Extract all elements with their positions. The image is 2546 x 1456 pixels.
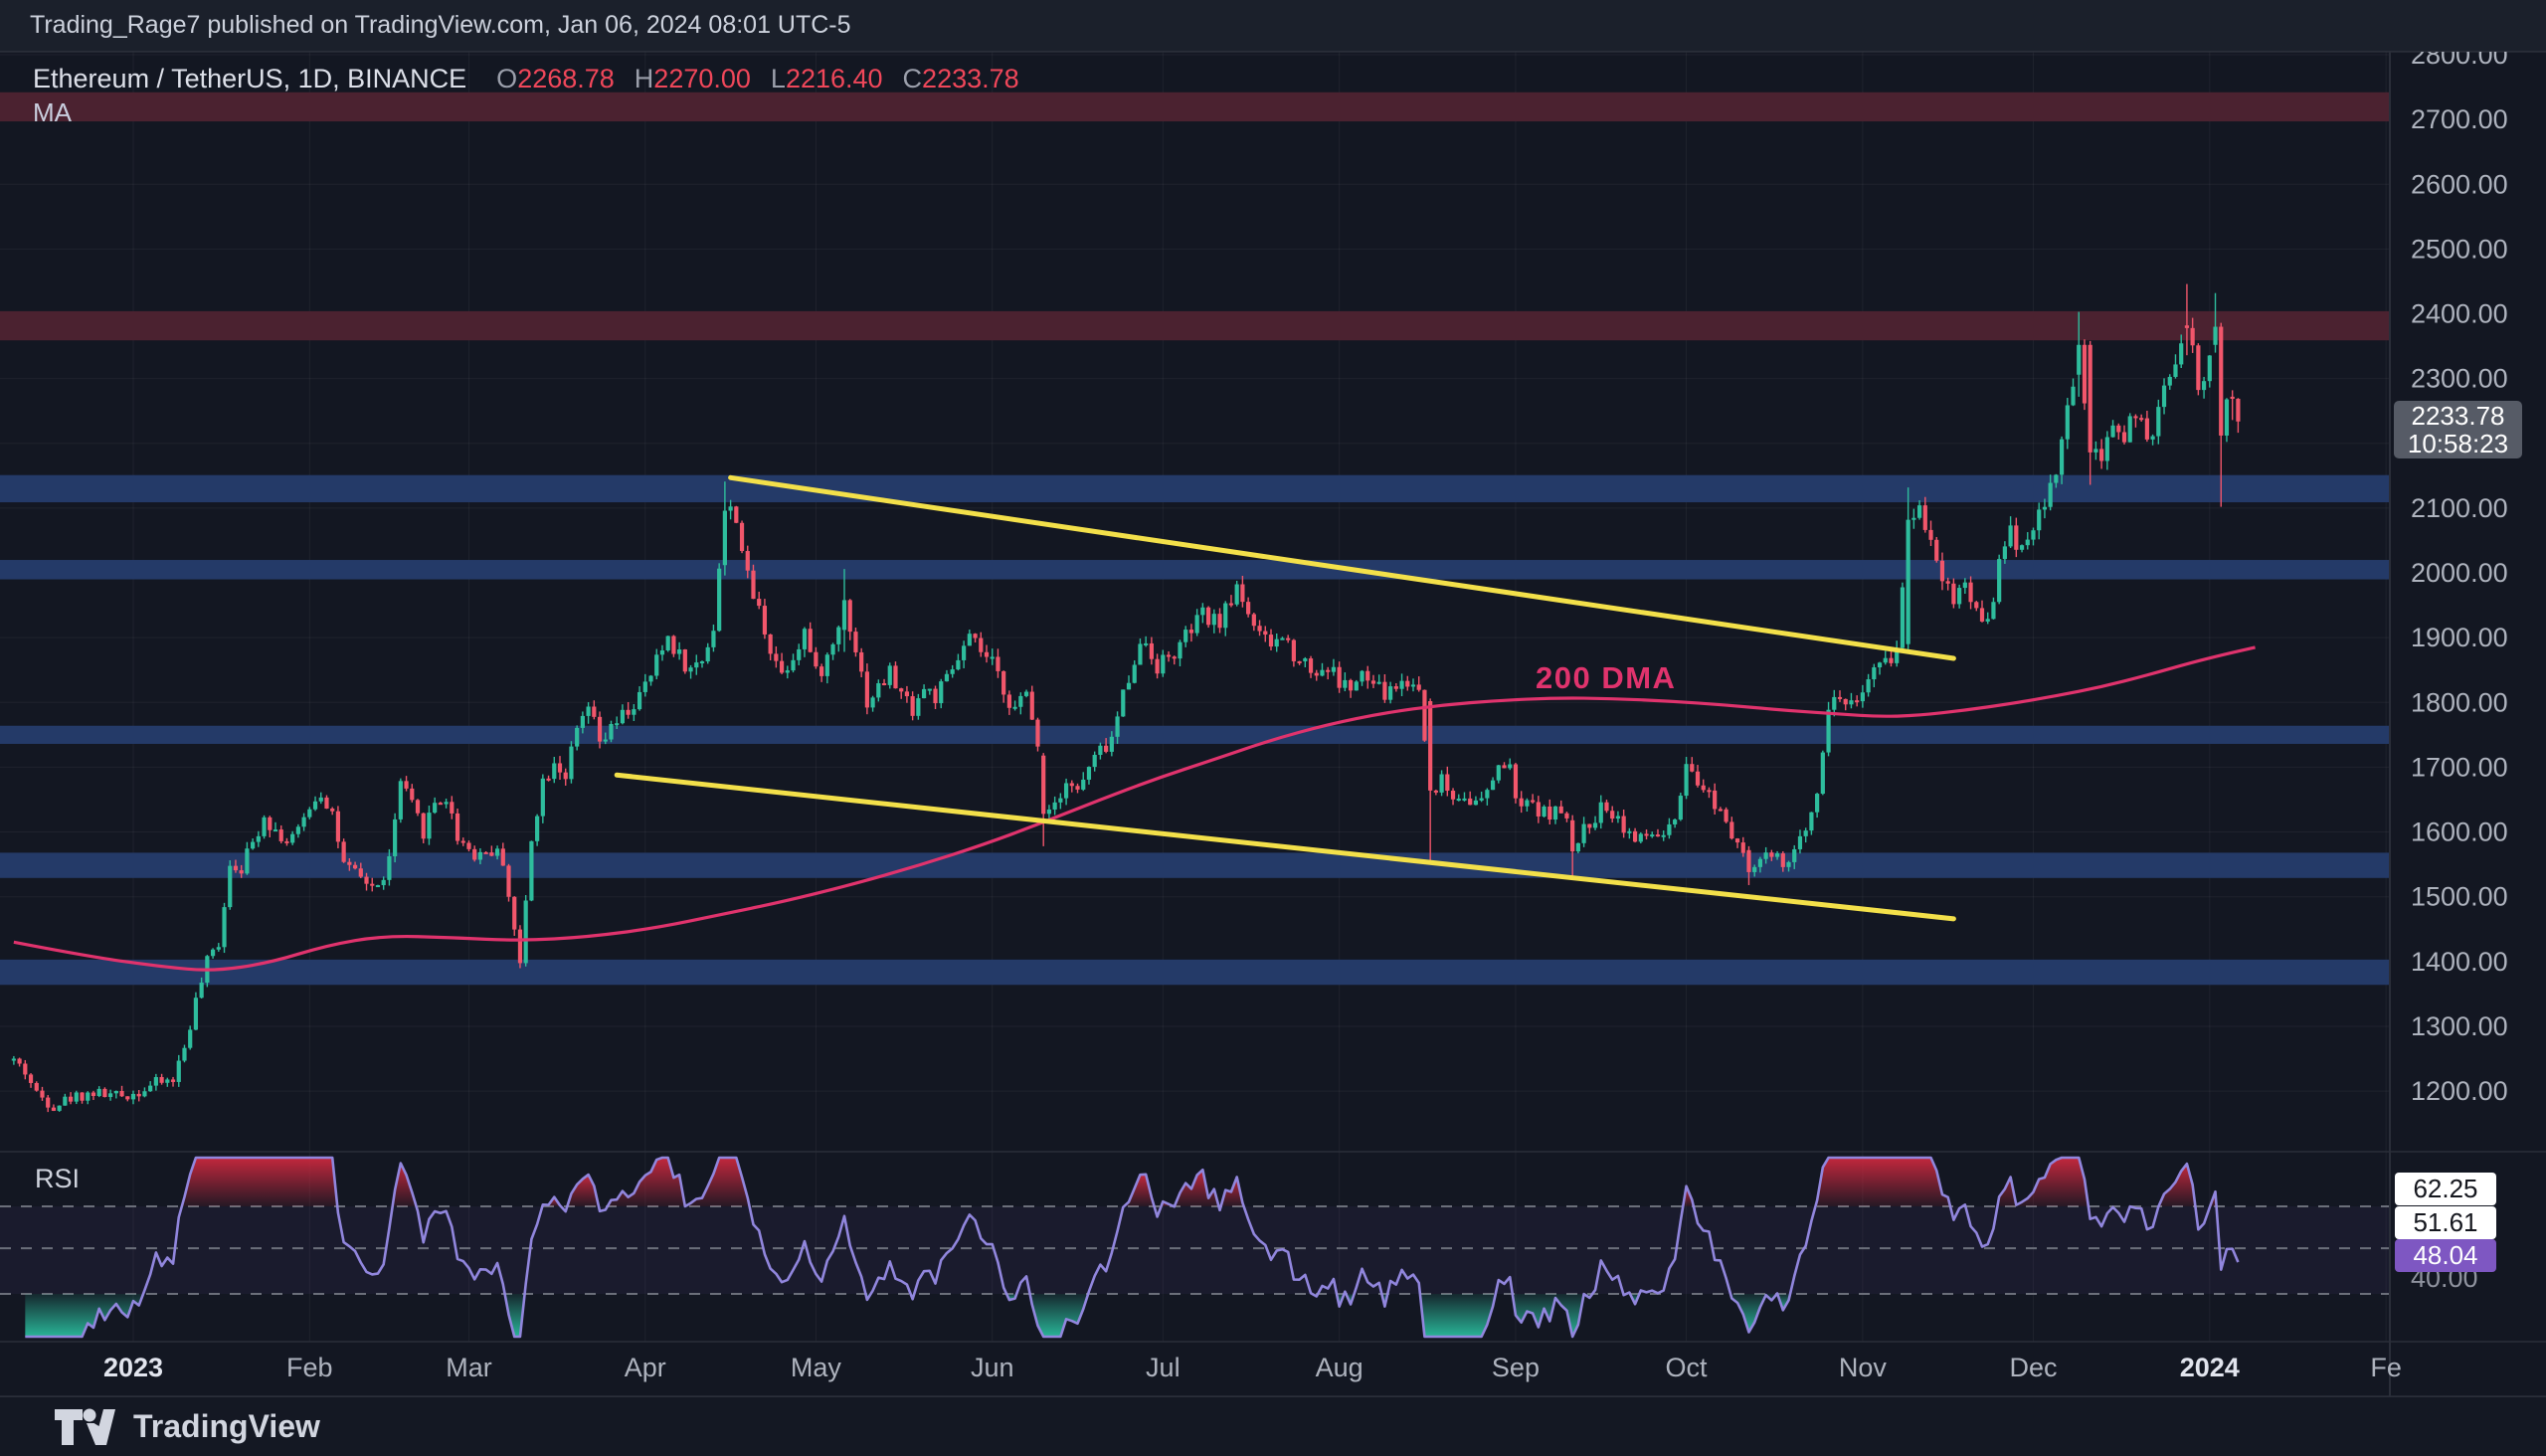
rsi-upper-level-badge: 62.25 xyxy=(2395,1173,2496,1205)
time-tick-label[interactable]: May xyxy=(791,1353,842,1382)
tradingview-brand-text[interactable]: TradingView xyxy=(133,1408,320,1444)
rsi-oversold-fill xyxy=(1777,1293,1791,1311)
rsi-oversold-fill xyxy=(1512,1293,1593,1337)
rsi-overbought-fill xyxy=(181,1158,338,1206)
rsi-overbought-fill xyxy=(1997,1158,2089,1206)
rsi-oversold-fill xyxy=(25,1293,144,1337)
published-text: Trading_Rage7 published on TradingView.c… xyxy=(30,11,851,39)
rsi-overbought-fill xyxy=(607,1158,750,1206)
time-tick-label[interactable]: Aug xyxy=(1316,1353,1364,1382)
price-tick-label[interactable]: 1700.00 xyxy=(2411,752,2508,782)
footer-bar: TradingView xyxy=(0,1396,2546,1456)
resistance-zones xyxy=(0,91,2390,341)
price-tick-label[interactable]: 2400.00 xyxy=(2411,299,2508,329)
open-value: 2268.78 xyxy=(517,64,615,93)
price-tick-label[interactable]: 2000.00 xyxy=(2411,558,2508,588)
symbol-title[interactable]: Ethereum / TetherUS, 1D, BINANCE xyxy=(33,64,467,93)
rsi-oversold-fill xyxy=(1029,1293,1089,1337)
time-tick-label[interactable]: Dec xyxy=(2009,1353,2057,1382)
low-value: 2216.40 xyxy=(785,64,883,93)
low-label: L xyxy=(770,64,786,93)
price-tick-label[interactable]: 1300.00 xyxy=(2411,1011,2508,1041)
price-axis-labels: 1200.00 1300.00 1400.00 1500.00 1600.00 1700.… xyxy=(2411,40,2508,1106)
rsi-band-fill xyxy=(0,1206,2390,1294)
price-tick-label[interactable]: 2100.00 xyxy=(2411,493,2508,523)
time-tick-label[interactable]: 2024 xyxy=(2180,1353,2240,1382)
support-zone[interactable] xyxy=(0,959,2390,986)
ma-indicator-label[interactable]: MA xyxy=(33,97,72,127)
price-tick-label[interactable]: 2600.00 xyxy=(2411,169,2508,199)
time-tick-label[interactable]: Nov xyxy=(1839,1353,1888,1382)
support-zone[interactable] xyxy=(0,852,2390,878)
high-label: H xyxy=(634,64,654,93)
time-tick-label[interactable]: Fe xyxy=(2370,1353,2402,1382)
symbol-header[interactable]: Ethereum / TetherUS, 1D, BINANCE O 2268.7… xyxy=(33,64,1019,94)
last-price-value: 2233.78 xyxy=(2411,401,2505,431)
rsi-overbought-fill xyxy=(567,1175,599,1206)
time-tick-label[interactable]: Mar xyxy=(446,1353,492,1382)
support-zone[interactable] xyxy=(0,725,2390,744)
time-tick-label[interactable]: Apr xyxy=(625,1353,666,1382)
price-tick-label[interactable]: 2700.00 xyxy=(2411,104,2508,134)
price-tick-label[interactable]: 1500.00 xyxy=(2411,882,2508,912)
support-zones xyxy=(0,474,2390,986)
price-tick-label[interactable]: 1200.00 xyxy=(2411,1076,2508,1106)
rsi-current-value-badge: 48.04 xyxy=(2395,1239,2496,1272)
close-value: 2233.78 xyxy=(922,64,1019,93)
rsi-overbought-fill xyxy=(1815,1158,1950,1206)
price-tick-label[interactable]: 2300.00 xyxy=(2411,364,2508,394)
support-zone[interactable] xyxy=(0,474,2390,503)
time-tick-label[interactable]: Jun xyxy=(971,1353,1014,1382)
rsi-oversold-fill xyxy=(1419,1293,1496,1337)
time-tick-label[interactable]: 2023 xyxy=(103,1353,163,1382)
publish-status-bar: Trading_Rage7 published on TradingView.c… xyxy=(0,0,2546,52)
ma-200-line[interactable] xyxy=(13,645,2256,972)
price-tick-label[interactable]: 1800.00 xyxy=(2411,687,2508,717)
dma-200-annotation[interactable]: 200 DMA xyxy=(1536,660,1677,695)
yellow-trendline[interactable] xyxy=(614,772,1956,922)
rsi-oversold-fill xyxy=(1730,1293,1777,1333)
resistance-zone[interactable] xyxy=(0,310,2390,341)
time-tick-label[interactable]: Oct xyxy=(1666,1353,1709,1382)
bar-countdown: 10:58:23 xyxy=(2407,429,2509,458)
time-axis-labels: 2023 Feb Mar Apr May Jun Jul Aug Sep Oct Nov Dec 202… xyxy=(103,1353,2402,1382)
rsi-indicator-label[interactable]: RSI xyxy=(35,1164,81,1193)
support-zone[interactable] xyxy=(0,560,2390,580)
price-tick-label[interactable]: 1400.00 xyxy=(2411,947,2508,977)
price-tick-label[interactable]: 2500.00 xyxy=(2411,234,2508,264)
rsi-line[interactable] xyxy=(25,1156,2240,1339)
rsi-middle-level-badge: 51.61 xyxy=(2395,1206,2496,1239)
open-label: O xyxy=(496,64,518,93)
rsi-overbought-fill xyxy=(2158,1164,2196,1206)
time-tick-label[interactable]: Feb xyxy=(286,1353,333,1382)
time-tick-label[interactable]: Jul xyxy=(1146,1353,1181,1382)
last-price-badge: 2233.78 10:58:23 xyxy=(2394,401,2522,458)
candlestick-series xyxy=(11,283,2241,1113)
resistance-zone[interactable] xyxy=(0,91,2390,122)
price-tick-label[interactable]: 1600.00 xyxy=(2411,818,2508,847)
price-tick-label[interactable]: 1900.00 xyxy=(2411,623,2508,652)
high-value: 2270.00 xyxy=(653,64,751,93)
ohlc-values: O 2268.78 H 2270.00 L 2216.40 C 2233.78 xyxy=(496,64,1018,94)
close-label: C xyxy=(902,64,923,93)
tradingview-logo-icon[interactable] xyxy=(54,1406,115,1448)
yellow-trendline[interactable] xyxy=(728,474,1956,661)
time-tick-label[interactable]: Sep xyxy=(1492,1353,1540,1382)
trendlines xyxy=(614,474,1956,922)
